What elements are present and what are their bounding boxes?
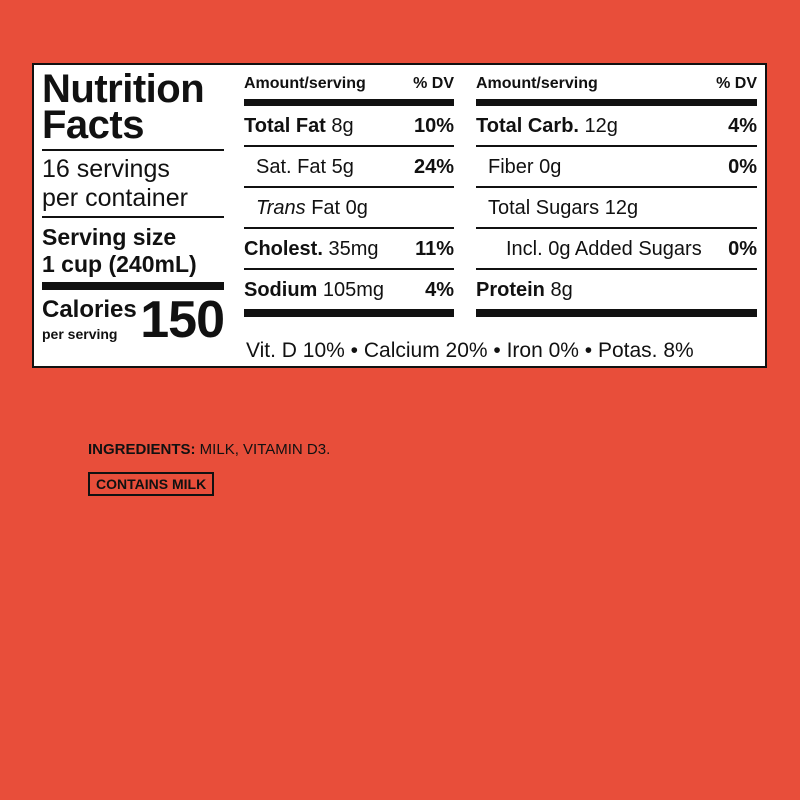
divider xyxy=(476,227,757,229)
servings-line-2: per container xyxy=(42,184,188,212)
title-line-1: Nutrition xyxy=(42,67,205,111)
thick-divider xyxy=(476,99,757,106)
calories-sub-label: per serving xyxy=(42,326,118,342)
nutrient-row-sodium: Sodium 105mg 4% xyxy=(244,279,454,301)
divider xyxy=(42,149,224,151)
vitamins-minerals: Vit. D 10% • Calcium 20% • Iron 0% • Pot… xyxy=(246,339,694,362)
nutrient-row-total-carb: Total Carb. 12g 4% xyxy=(476,115,757,137)
serving-size-value: 1 cup (240mL) xyxy=(42,251,197,277)
thick-divider xyxy=(42,282,224,290)
divider xyxy=(244,268,454,270)
divider xyxy=(244,227,454,229)
header-amount: Amount/serving xyxy=(244,75,366,92)
nutrition-summary: Nutrition Facts 16 servings per containe… xyxy=(42,65,225,350)
nutrient-row-total-sugars: Total Sugars 12g xyxy=(488,197,639,219)
divider xyxy=(42,216,224,218)
nutrient-row-protein: Protein 8g xyxy=(476,279,573,301)
nutrient-column-right: Amount/serving % DV Total Carb. 12g 4% F… xyxy=(476,65,757,317)
nutrient-row-fiber: Fiber 0g 0% xyxy=(488,156,757,178)
serving-size-label: Serving size xyxy=(42,224,177,250)
serving-size: Serving size 1 cup (240mL) xyxy=(42,224,224,278)
thick-divider xyxy=(244,99,454,106)
ingredients-text: MILK, VITAMIN D3. xyxy=(195,441,331,458)
nutrient-row-added-sugars: Incl. 0g Added Sugars 0% xyxy=(506,238,757,260)
nutrient-column-left: Amount/serving % DV Total Fat 8g 10% Sat… xyxy=(244,65,454,317)
divider xyxy=(244,145,454,147)
nutrient-row-sat-fat: Sat. Fat 5g 24% xyxy=(256,156,454,178)
header-amount: Amount/serving xyxy=(476,75,598,92)
divider xyxy=(476,268,757,270)
nutrient-row-cholesterol: Cholest. 35mg 11% xyxy=(244,238,454,260)
column-header: Amount/serving % DV xyxy=(244,65,454,99)
nutrient-row-trans-fat: Trans Fat 0g xyxy=(256,197,368,219)
divider xyxy=(476,186,757,188)
thick-divider xyxy=(244,309,454,317)
column-header: Amount/serving % DV xyxy=(476,65,757,99)
header-dv: % DV xyxy=(413,75,454,92)
title-line-2: Facts xyxy=(42,103,145,147)
thick-divider xyxy=(476,309,757,317)
servings-line-1: 16 servings xyxy=(42,155,170,183)
header-dv: % DV xyxy=(716,75,757,92)
calories-label: Calories xyxy=(42,296,137,323)
nutrient-row-total-fat: Total Fat 8g 10% xyxy=(244,115,454,137)
nutrition-title: Nutrition Facts xyxy=(42,67,224,147)
nutrition-facts-panel: Nutrition Facts 16 servings per containe… xyxy=(32,63,767,368)
divider xyxy=(476,145,757,147)
ingredients-statement: INGREDIENTS: MILK, VITAMIN D3. xyxy=(88,441,330,458)
allergen-badge: CONTAINS MILK xyxy=(88,472,215,496)
calories-value: 150 xyxy=(140,291,225,349)
servings-per-container: 16 servings per container xyxy=(42,155,224,213)
ingredients-label: INGREDIENTS: xyxy=(88,441,196,458)
divider xyxy=(244,186,454,188)
calories-row: Calories per serving 150 xyxy=(42,291,225,350)
